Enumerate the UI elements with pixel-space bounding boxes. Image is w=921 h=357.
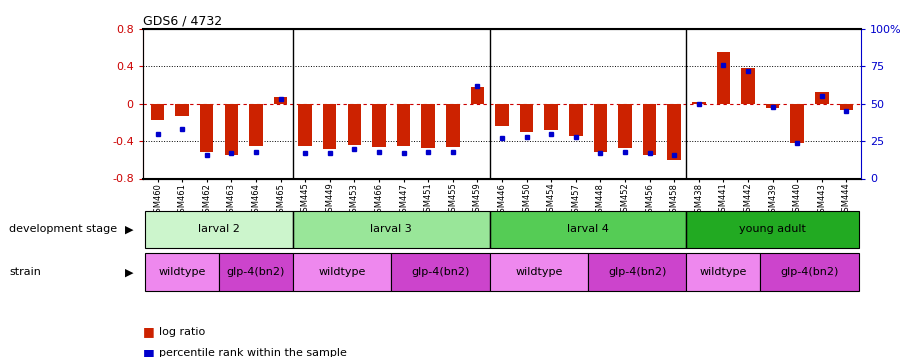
Bar xyxy=(293,211,490,248)
Bar xyxy=(490,211,686,248)
Text: wildtype: wildtype xyxy=(319,267,366,277)
Bar xyxy=(594,104,607,152)
Bar xyxy=(397,104,410,146)
Bar xyxy=(686,211,858,248)
Bar xyxy=(372,104,386,147)
Bar xyxy=(422,104,435,147)
Bar xyxy=(569,104,582,136)
Text: larval 2: larval 2 xyxy=(198,224,240,235)
Bar xyxy=(790,104,804,143)
Bar xyxy=(840,104,853,110)
Bar xyxy=(347,104,361,145)
Bar xyxy=(815,92,829,104)
Bar xyxy=(323,104,336,149)
Text: strain: strain xyxy=(9,267,41,277)
Bar xyxy=(146,211,293,248)
Text: larval 4: larval 4 xyxy=(567,224,609,235)
Bar xyxy=(643,104,657,155)
Bar xyxy=(588,253,686,291)
Bar xyxy=(490,253,588,291)
Text: ■: ■ xyxy=(143,347,155,357)
Bar xyxy=(760,253,858,291)
Bar xyxy=(668,104,681,160)
Bar xyxy=(225,104,239,155)
Text: log ratio: log ratio xyxy=(159,327,205,337)
Bar xyxy=(219,253,293,291)
Text: GDS6 / 4732: GDS6 / 4732 xyxy=(143,14,222,27)
Bar xyxy=(495,104,508,126)
Bar xyxy=(519,104,533,132)
Bar xyxy=(446,104,460,147)
Bar xyxy=(146,253,219,291)
Bar xyxy=(391,253,490,291)
Bar xyxy=(250,104,262,146)
Bar xyxy=(293,253,391,291)
Bar xyxy=(717,52,730,104)
Bar xyxy=(741,68,754,104)
Text: glp-4(bn2): glp-4(bn2) xyxy=(227,267,286,277)
Bar xyxy=(765,104,779,108)
Text: wildtype: wildtype xyxy=(158,267,205,277)
Bar xyxy=(686,253,760,291)
Text: development stage: development stage xyxy=(9,224,117,235)
Text: larval 3: larval 3 xyxy=(370,224,412,235)
Text: wildtype: wildtype xyxy=(700,267,747,277)
Bar xyxy=(298,104,312,146)
Bar xyxy=(151,104,164,120)
Bar xyxy=(471,87,484,104)
Text: percentile rank within the sample: percentile rank within the sample xyxy=(159,348,347,357)
Bar xyxy=(618,104,632,147)
Bar xyxy=(175,104,189,116)
Bar xyxy=(200,104,214,152)
Text: ▶: ▶ xyxy=(125,267,134,277)
Bar xyxy=(274,97,287,104)
Text: glp-4(bn2): glp-4(bn2) xyxy=(780,267,839,277)
Text: glp-4(bn2): glp-4(bn2) xyxy=(412,267,470,277)
Bar xyxy=(544,104,558,130)
Text: young adult: young adult xyxy=(740,224,806,235)
Text: glp-4(bn2): glp-4(bn2) xyxy=(608,267,667,277)
Text: ▶: ▶ xyxy=(125,224,134,235)
Bar xyxy=(692,102,705,104)
Text: ■: ■ xyxy=(143,326,155,338)
Text: wildtype: wildtype xyxy=(515,267,563,277)
